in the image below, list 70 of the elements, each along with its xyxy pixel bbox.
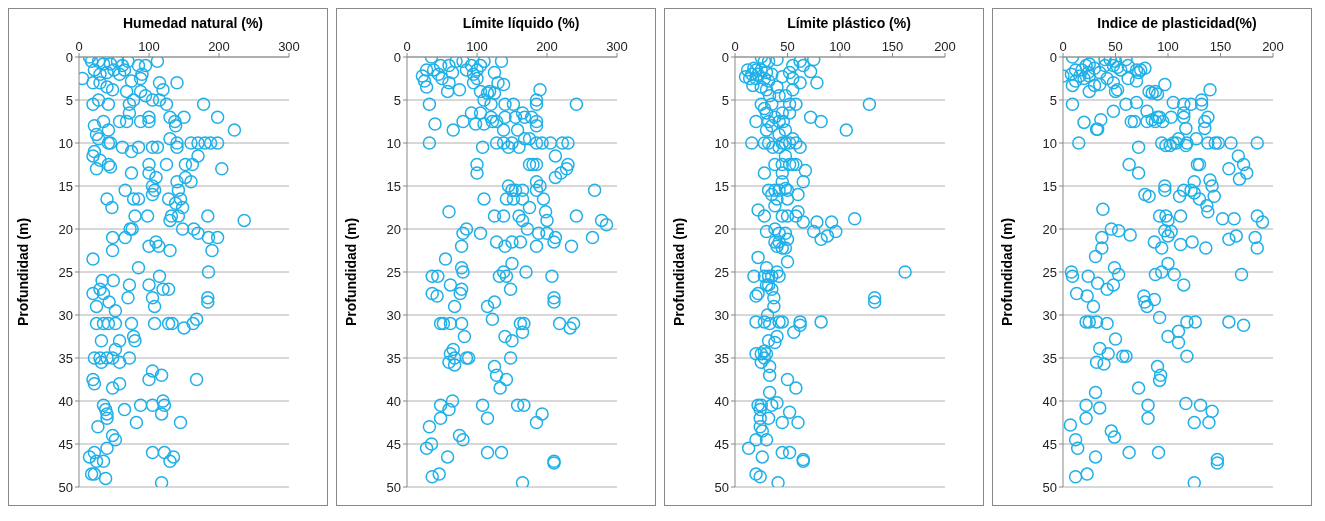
y-tick-label: 5 xyxy=(393,92,401,108)
x-tick-label: 150 xyxy=(1209,39,1232,54)
y-tick-label: 10 xyxy=(58,135,73,151)
y-tick-label: 10 xyxy=(1042,135,1057,151)
y-tick-label: 30 xyxy=(714,307,729,323)
y-tick-label: 0 xyxy=(393,49,401,65)
y-tick-label: 25 xyxy=(1042,264,1057,280)
y-tick-label: 45 xyxy=(1042,436,1057,452)
x-axis-title: Humedad natural (%) xyxy=(122,15,264,31)
y-tick-label: 0 xyxy=(1049,49,1057,65)
y-tick-label: 5 xyxy=(721,92,729,108)
y-tick-label: 15 xyxy=(58,178,73,194)
y-tick-label: 20 xyxy=(386,221,401,237)
x-tick-label: 150 xyxy=(881,39,904,54)
y-tick-label: 50 xyxy=(386,479,401,495)
y-tick-label: 5 xyxy=(65,92,73,108)
y-tick-label: 40 xyxy=(714,393,729,409)
y-tick-label: 0 xyxy=(721,49,729,65)
y-tick-label: 20 xyxy=(714,221,729,237)
y-tick-label: 35 xyxy=(58,350,73,366)
y-tick-label: 20 xyxy=(1042,221,1057,237)
y-tick-label: 40 xyxy=(1042,393,1057,409)
y-tick-label: 10 xyxy=(386,135,401,151)
y-tick-label: 25 xyxy=(714,264,729,280)
x-tick-label: 0 xyxy=(403,39,411,54)
x-tick-label: 200 xyxy=(536,39,558,54)
y-tick-label: 45 xyxy=(58,436,73,452)
x-tick-label: 0 xyxy=(731,39,739,54)
y-tick-label: 45 xyxy=(714,436,729,452)
y-tick-label: 30 xyxy=(386,307,401,323)
y-tick-label: 20 xyxy=(58,221,73,237)
y-tick-label: 50 xyxy=(58,479,73,495)
y-tick-label: 30 xyxy=(58,307,73,323)
x-axis-title: Límite líquido (%) xyxy=(461,15,581,31)
y-tick-label: 15 xyxy=(1042,178,1057,194)
y-tick-label: 10 xyxy=(714,135,729,151)
y-tick-label: 25 xyxy=(386,264,401,280)
x-tick-label: 100 xyxy=(1157,39,1179,54)
y-tick-label: 40 xyxy=(58,393,73,409)
x-tick-label: 50 xyxy=(780,39,795,54)
y-tick-label: 0 xyxy=(65,49,73,65)
x-tick-label: 50 xyxy=(1108,39,1123,54)
x-axis-title: Indice de plasticidad(%) xyxy=(1096,15,1258,31)
x-tick-label: 100 xyxy=(829,39,851,54)
y-tick-label: 35 xyxy=(714,350,729,366)
y-tick-label: 35 xyxy=(1042,350,1057,366)
y-axis-title: Profundidad (m) xyxy=(998,217,1015,327)
y-axis-title: Profundidad (m) xyxy=(670,217,687,327)
y-tick-label: 35 xyxy=(386,350,401,366)
x-tick-label: 300 xyxy=(278,39,300,54)
x-tick-label: 100 xyxy=(466,39,488,54)
y-tick-label: 50 xyxy=(1042,479,1057,495)
x-tick-label: 300 xyxy=(606,39,628,54)
y-tick-label: 45 xyxy=(386,436,401,452)
y-tick-label: 30 xyxy=(1042,307,1057,323)
x-axis-title: Límite plástico (%) xyxy=(786,15,912,31)
x-tick-label: 200 xyxy=(1262,39,1284,54)
y-tick-label: 15 xyxy=(714,178,729,194)
y-axis-title: Profundidad (m) xyxy=(14,217,31,327)
x-tick-label: 200 xyxy=(208,39,230,54)
y-tick-label: 5 xyxy=(1049,92,1057,108)
y-tick-label: 50 xyxy=(714,479,729,495)
y-tick-label: 25 xyxy=(58,264,73,280)
y-tick-label: 40 xyxy=(386,393,401,409)
x-tick-label: 200 xyxy=(934,39,956,54)
x-tick-label: 0 xyxy=(75,39,83,54)
y-axis-title: Profundidad (m) xyxy=(342,217,359,327)
x-tick-label: 100 xyxy=(138,39,160,54)
y-tick-label: 15 xyxy=(386,178,401,194)
x-tick-label: 0 xyxy=(1059,39,1067,54)
